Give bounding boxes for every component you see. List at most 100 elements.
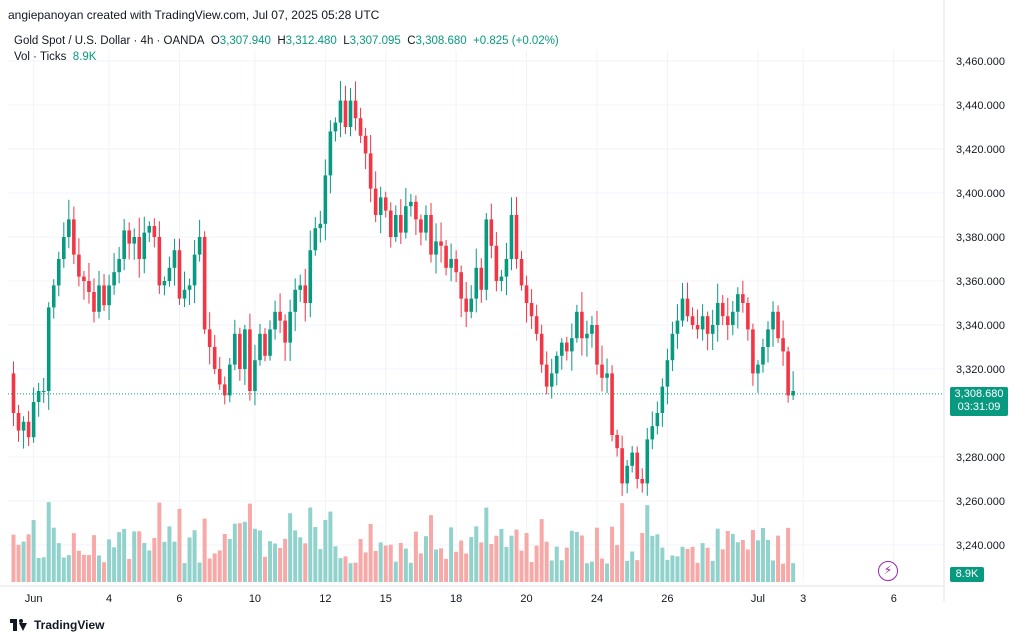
candle-body [559, 342, 564, 356]
volume-bar [474, 526, 479, 582]
volume-bar [725, 531, 730, 582]
volume-tag: 8.9K [950, 567, 984, 582]
candle-body [233, 333, 237, 365]
candle-body [600, 364, 604, 378]
x-tick-label: 20 [520, 593, 532, 605]
candle-body [41, 391, 46, 392]
x-tick-label: 26 [661, 593, 673, 605]
volume-bar [579, 535, 584, 582]
volume-bar [705, 547, 710, 582]
symbol-name[interactable]: Gold Spot / U.S. Dollar · 4h · OANDA [14, 35, 205, 47]
volume-bar [791, 563, 796, 582]
volume-bar [288, 513, 293, 582]
volume-bar [479, 542, 484, 582]
candle-body [409, 201, 413, 207]
volume-bar [137, 531, 142, 582]
volume-bar [615, 545, 620, 582]
candle-body [529, 303, 534, 317]
volume-bar [675, 556, 680, 582]
candle-body [549, 373, 554, 387]
candle-body [519, 259, 524, 286]
volume-bar [303, 543, 308, 582]
volume-bar [564, 547, 569, 582]
candle-body [399, 215, 403, 233]
candle-body [167, 267, 172, 281]
candle-body [217, 369, 222, 385]
candle-body [610, 373, 614, 435]
volume-bar [625, 560, 630, 582]
volume-bar [584, 563, 589, 582]
candle-body [575, 311, 579, 339]
volume-bar [383, 545, 388, 582]
candle-body [595, 325, 599, 365]
volume-bar [26, 534, 31, 582]
volume-bar [434, 549, 439, 582]
candle-body [660, 386, 665, 413]
candle-body [580, 311, 584, 339]
volume-bar [187, 537, 192, 582]
close-label: C [407, 35, 416, 47]
volume-bar [348, 563, 353, 582]
x-tick-label: 24 [591, 593, 603, 605]
candle-body [645, 439, 650, 484]
volume-bar [71, 533, 76, 582]
lightning-icon[interactable]: ⚡ [878, 561, 898, 581]
volume-bar [91, 535, 96, 582]
candle-body [142, 232, 147, 259]
volume-bar [112, 547, 117, 582]
volume-label[interactable]: Vol · Ticks [14, 51, 67, 63]
candle-body [248, 329, 252, 391]
candle-body [464, 298, 468, 312]
volume-bar [343, 556, 348, 582]
volume-bar [750, 529, 755, 582]
volume-bar [177, 508, 182, 582]
candle-body [11, 373, 16, 413]
volume-bar [393, 561, 398, 582]
creator-line: angiepanoyan created with TradingView.co… [8, 8, 380, 22]
candle-body [298, 285, 303, 290]
volume-bar [539, 519, 544, 582]
volume-bar [51, 527, 56, 582]
volume-bar [494, 535, 499, 582]
candle-body [720, 303, 725, 317]
candle-body [147, 226, 152, 233]
volume-bar [504, 546, 509, 582]
volume-bar [338, 558, 343, 582]
candle-body [97, 285, 101, 312]
candle-body [388, 210, 393, 237]
volume-bar [755, 540, 760, 582]
candle-body [62, 237, 66, 259]
volume-bar [428, 515, 433, 582]
volume-bar [594, 527, 599, 582]
candle-body [162, 281, 167, 286]
volume-bar [469, 537, 474, 582]
volume-bar [268, 541, 273, 582]
volume-bar [670, 555, 675, 582]
volume-bar [730, 533, 735, 582]
candle-body [590, 325, 594, 334]
x-tick-label: 10 [249, 593, 261, 605]
candle-body [122, 230, 126, 259]
volume-bar [640, 532, 645, 582]
volume-bar [308, 507, 313, 582]
volume-bar [107, 539, 112, 582]
y-tick-label: 3,280.000 [956, 452, 1005, 464]
volume-bar [509, 535, 514, 582]
volume-bar [122, 528, 127, 582]
volume-bar [600, 558, 605, 582]
volume-bar [745, 549, 750, 582]
volume-bar [318, 549, 323, 582]
volume-bar [257, 530, 262, 582]
last-price-value: 3,308.680 [954, 388, 1004, 400]
volume-bar [534, 545, 539, 582]
candle-body [494, 245, 499, 281]
candle-body [157, 237, 162, 286]
candle-body [474, 267, 479, 299]
candle-body [253, 360, 257, 391]
volume-bar [167, 526, 172, 582]
y-tick-label: 3,260.000 [956, 496, 1005, 508]
candle-body [21, 421, 26, 431]
candle-body [51, 285, 56, 308]
volume-bar [283, 538, 288, 582]
